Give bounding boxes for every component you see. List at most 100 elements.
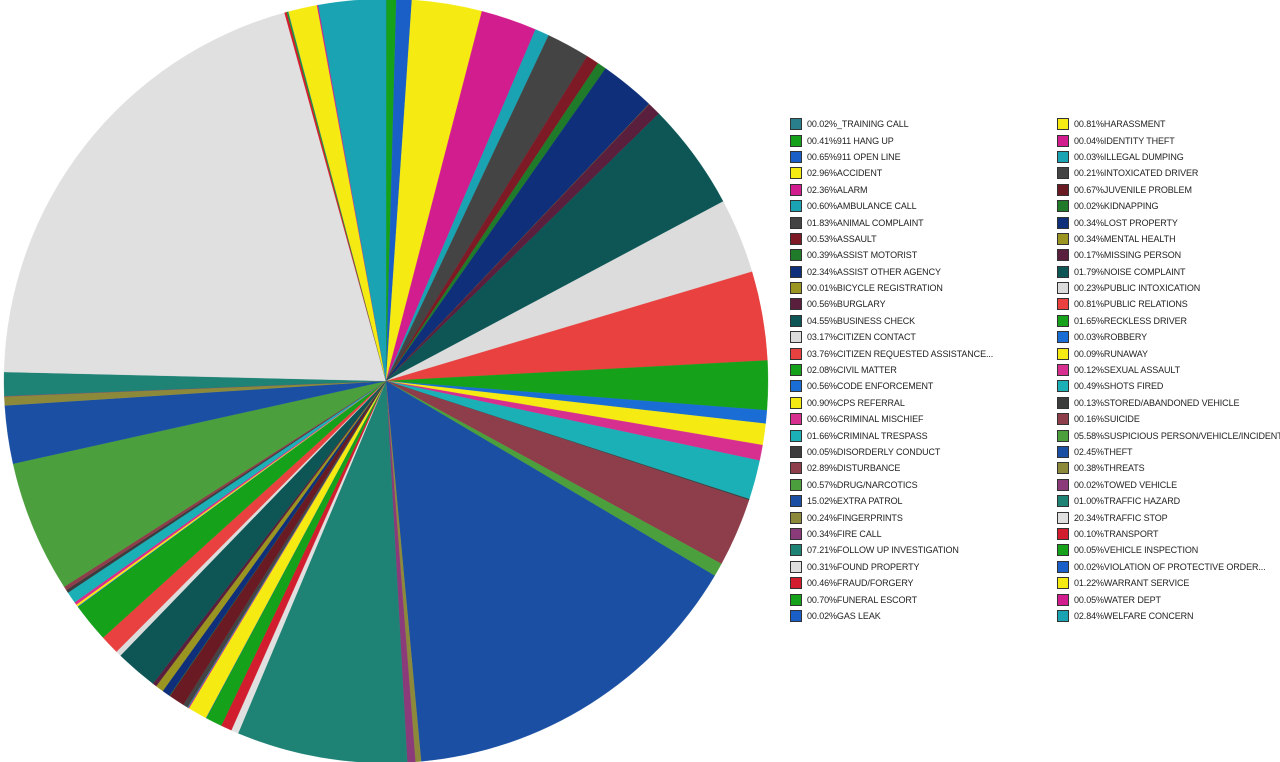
pie-slice-23 — [385, 380, 715, 762]
legend-swatch — [1057, 232, 1069, 245]
legend-swatch — [1057, 413, 1069, 426]
legend-item: 00.34%LOST PROPERTY — [1057, 214, 1280, 230]
legend-item: 00.41%911 HANG UP — [790, 132, 993, 148]
legend-item: 00.17%MISSING PERSON — [1057, 247, 1280, 263]
legend-label: 20.34%TRAFFIC STOP — [1074, 512, 1168, 523]
legend-item: 00.02%_TRAINING CALL — [790, 116, 993, 132]
legend-swatch — [790, 331, 802, 344]
legend-item: 02.45%THEFT — [1057, 444, 1280, 460]
legend-swatch — [1057, 347, 1069, 360]
legend-item: 15.02%EXTRA PATROL — [790, 493, 993, 509]
legend-swatch — [790, 183, 802, 196]
legend-swatch — [1057, 249, 1069, 262]
legend-swatch — [1057, 216, 1069, 229]
legend-label: 07.21%FOLLOW UP INVESTIGATION — [807, 545, 959, 556]
legend-item: 01.22%WARRANT SERVICE — [1057, 575, 1280, 591]
legend-swatch — [1057, 150, 1069, 163]
legend-swatch — [790, 167, 802, 180]
legend-swatch — [1057, 134, 1069, 147]
legend-item: 02.34%ASSIST OTHER AGENCY — [790, 264, 993, 280]
legend-label: 00.02%TOWED VEHICLE — [1074, 479, 1177, 490]
legend-label: 00.01%BICYCLE REGISTRATION — [807, 283, 943, 294]
legend-label: 00.09%RUNAWAY — [1074, 348, 1148, 359]
legend-swatch — [1057, 429, 1069, 442]
legend-label: 00.60%AMBULANCE CALL — [807, 201, 917, 212]
pie-slice-61 — [318, 0, 387, 382]
legend-label: 03.76%CITIZEN REQUESTED ASSISTANCE... — [807, 348, 994, 359]
legend-label: 04.55%BUSINESS CHECK — [807, 315, 916, 326]
legend-item: 00.05%WATER DEPT — [1057, 591, 1280, 607]
legend-swatch — [790, 150, 802, 163]
legend-label: 00.10%TRANSPORT — [1074, 528, 1159, 539]
legend-item: 00.49%SHOTS FIRED — [1057, 378, 1280, 394]
legend-label: 00.34%LOST PROPERTY — [1074, 217, 1178, 228]
legend-label: 00.03%ILLEGAL DUMPING — [1074, 151, 1184, 162]
legend-label: 01.79%NOISE COMPLAINT — [1074, 266, 1186, 277]
legend-item: 00.12%SEXUAL ASSAULT — [1057, 362, 1280, 378]
legend-swatch — [790, 134, 802, 147]
legend-item: 00.31%FOUND PROPERTY — [790, 559, 993, 575]
legend-swatch — [790, 577, 802, 590]
legend-label: 00.39%ASSIST MOTORIST — [807, 250, 918, 261]
legend-item: 00.02%GAS LEAK — [790, 608, 993, 624]
legend-swatch — [790, 298, 802, 311]
legend-label: 00.56%BURGLARY — [807, 299, 886, 310]
legend-label: 00.05%VEHICLE INSPECTION — [1074, 545, 1199, 556]
legend-label: 00.02%_TRAINING CALL — [807, 119, 909, 130]
legend-item: 00.90%CPS REFERRAL — [790, 395, 993, 411]
legend-item: 00.39%ASSIST MOTORIST — [790, 247, 993, 263]
legend-swatch — [1057, 200, 1069, 213]
legend-swatch — [790, 265, 802, 278]
legend-swatch — [1057, 167, 1069, 180]
legend-label: 02.45%THEFT — [1074, 447, 1133, 457]
legend-label: 01.00%TRAFFIC HAZARD — [1074, 496, 1181, 507]
legend-label: 00.56%CODE ENFORCEMENT — [807, 381, 934, 392]
legend-item: 02.08%CIVIL MATTER — [790, 362, 993, 378]
legend-swatch — [790, 560, 802, 573]
legend-swatch — [790, 527, 802, 540]
legend-label: 00.70%FUNERAL ESCORT — [807, 594, 918, 605]
legend-swatch — [1057, 446, 1069, 458]
legend-label: 00.02%VIOLATION OF PROTECTIVE ORDER... — [1074, 561, 1266, 572]
legend-item: 00.13%STORED/ABANDONED VEHICLE — [1057, 395, 1280, 411]
legend-label: 01.22%WARRANT SERVICE — [1074, 578, 1190, 589]
legend-swatch — [1057, 380, 1069, 393]
legend-item: 00.81%HARASSMENT — [1057, 116, 1280, 132]
legend-label: 02.36%ALARM — [807, 184, 868, 195]
legend-item: 00.46%FRAUD/FORGERY — [790, 575, 993, 591]
legend-item: 00.24%FINGERPRINTS — [790, 509, 993, 525]
legend-label: 05.58%SUSPICIOUS PERSON/VEHICLE/INCIDENT… — [1074, 430, 1280, 441]
legend-swatch — [1057, 314, 1069, 327]
legend-item: 02.84%WELFARE CONCERN — [1057, 608, 1280, 624]
legend-label: 00.53%ASSAULT — [807, 233, 877, 244]
legend-swatch — [1057, 183, 1069, 196]
legend-item: 01.66%CRIMINAL TRESPASS — [790, 427, 993, 443]
legend-swatch — [1057, 478, 1069, 491]
legend-item: 00.67%JUVENILE PROBLEM — [1057, 182, 1280, 198]
legend-swatch — [790, 495, 802, 508]
legend-swatch — [790, 609, 802, 622]
legend-swatch — [790, 232, 802, 245]
legend-label: 02.89%DISTURBANCE — [807, 463, 901, 474]
legend-swatch — [1057, 609, 1069, 622]
legend-swatch — [790, 380, 802, 393]
legend-label: 00.31%FOUND PROPERTY — [807, 561, 920, 572]
legend-label: 15.02%EXTRA PATROL — [807, 496, 903, 507]
legend-swatch — [790, 118, 802, 131]
legend-swatch — [790, 364, 802, 377]
legend-label: 00.38%THREATS — [1074, 463, 1145, 474]
pie-slice-50 — [12, 380, 387, 587]
legend-item: 03.76%CITIZEN REQUESTED ASSISTANCE... — [790, 345, 993, 361]
legend-column-1: 00.02%_TRAINING CALL 00.41%911 HANG UP 00.… — [790, 116, 993, 624]
legend-item: 00.53%ASSAULT — [790, 231, 993, 247]
legend-label: 00.12%SEXUAL ASSAULT — [1074, 365, 1181, 376]
legend-item: 00.56%BURGLARY — [790, 296, 993, 312]
legend-item: 01.00%TRAFFIC HAZARD — [1057, 493, 1280, 509]
legend-swatch — [1057, 544, 1069, 557]
legend-swatch — [790, 216, 802, 229]
legend-item: 02.89%DISTURBANCE — [790, 460, 993, 476]
pie-slice-26 — [237, 380, 408, 762]
legend-label: 00.34%FIRE CALL — [807, 528, 882, 539]
legend-swatch — [1057, 462, 1069, 475]
legend-swatch — [790, 446, 802, 458]
